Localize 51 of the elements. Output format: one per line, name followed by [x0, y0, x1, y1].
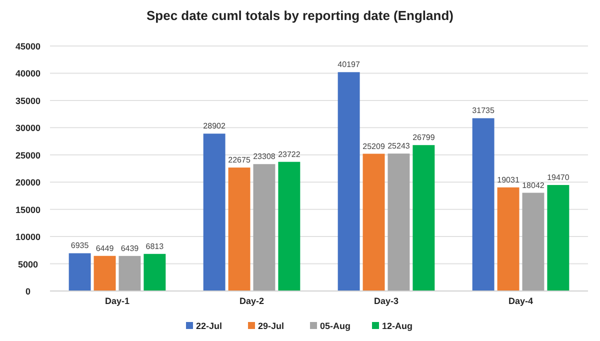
data-label: 25209 [362, 142, 386, 151]
data-label: 23308 [253, 152, 276, 162]
x-tick-label: Day-4 [508, 296, 534, 306]
bar [388, 154, 410, 291]
bar [412, 145, 435, 291]
bar [118, 256, 141, 291]
data-label: 6813 [146, 242, 164, 251]
bar [278, 162, 300, 291]
data-label: 6935 [70, 241, 90, 250]
data-label: 31735 [472, 106, 495, 116]
bar [203, 134, 226, 291]
y-tick-label: 5000 [18, 259, 38, 270]
y-tick-label: 30000 [15, 123, 41, 134]
y-tick-label: 15000 [15, 204, 41, 215]
data-label: 19470 [547, 172, 570, 182]
bar [228, 168, 250, 291]
data-label: 6449 [96, 244, 114, 253]
x-tick-label: Day-1 [104, 296, 130, 306]
data-label: 18042 [522, 180, 545, 190]
data-label: 22675 [228, 156, 251, 165]
y-tick-label: 10000 [15, 232, 41, 242]
data-label: 6439 [120, 244, 140, 253]
bar [338, 72, 360, 291]
bar [472, 118, 494, 291]
bar [253, 164, 276, 291]
y-tick-label: 40000 [15, 68, 41, 79]
bar [94, 256, 116, 291]
bar [68, 253, 91, 291]
y-tick-label: 45000 [15, 42, 41, 52]
data-label: 23722 [278, 150, 301, 159]
y-tick-label: 25000 [15, 150, 41, 160]
data-label: 28902 [203, 122, 226, 131]
legend-label: 22-Jul [196, 321, 222, 331]
bar [144, 254, 166, 291]
data-label: 40197 [338, 60, 360, 70]
bar [547, 184, 570, 291]
y-tick-label: 20000 [15, 178, 41, 188]
data-label: 26799 [412, 133, 436, 142]
legend-label: 05-Aug [320, 321, 351, 331]
bar [522, 192, 544, 291]
x-tick-label: Day-3 [374, 296, 399, 306]
y-tick-label: 0 [25, 286, 31, 296]
y-tick-label: 35000 [15, 96, 41, 106]
legend-label: 12-Aug [382, 321, 413, 331]
chart-title: Spec date cuml totals by reporting date (England) [146, 8, 454, 23]
data-label: 25243 [388, 142, 410, 151]
data-label: 19031 [497, 175, 520, 184]
bar [362, 154, 385, 291]
legend-label: 29-Jul [258, 321, 284, 331]
bar [497, 187, 520, 291]
x-tick-label: Day-2 [239, 296, 264, 306]
